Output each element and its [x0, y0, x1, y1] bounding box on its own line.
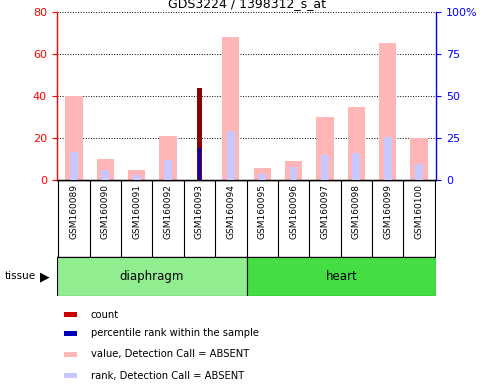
- Text: value, Detection Call = ABSENT: value, Detection Call = ABSENT: [91, 349, 249, 359]
- Bar: [321, 155, 329, 180]
- Text: GSM160091: GSM160091: [132, 184, 141, 239]
- Bar: [415, 164, 423, 180]
- Bar: [159, 136, 176, 180]
- Bar: [253, 168, 271, 180]
- Bar: [64, 373, 77, 378]
- Text: GSM160089: GSM160089: [70, 184, 78, 239]
- Bar: [65, 96, 83, 180]
- Text: rank, Detection Call = ABSENT: rank, Detection Call = ABSENT: [91, 371, 244, 381]
- Bar: [197, 88, 202, 180]
- Bar: [64, 352, 77, 357]
- Text: heart: heart: [325, 270, 357, 283]
- Bar: [258, 174, 266, 180]
- Text: GSM160095: GSM160095: [258, 184, 267, 239]
- Bar: [379, 43, 396, 180]
- Text: GSM160090: GSM160090: [101, 184, 110, 239]
- Text: percentile rank within the sample: percentile rank within the sample: [91, 328, 259, 338]
- Bar: [348, 107, 365, 180]
- Bar: [164, 160, 172, 180]
- Bar: [222, 37, 240, 180]
- Text: GSM160096: GSM160096: [289, 184, 298, 239]
- Bar: [64, 331, 77, 336]
- Bar: [102, 170, 109, 180]
- Text: GSM160093: GSM160093: [195, 184, 204, 239]
- Bar: [410, 138, 427, 180]
- Bar: [290, 167, 297, 180]
- Bar: [64, 313, 77, 317]
- Text: count: count: [91, 310, 119, 320]
- Text: GSM160097: GSM160097: [320, 184, 329, 239]
- Bar: [317, 117, 334, 180]
- Bar: [57, 257, 246, 296]
- Text: diaphragm: diaphragm: [119, 270, 184, 283]
- Bar: [133, 175, 141, 180]
- Bar: [352, 154, 360, 180]
- Bar: [384, 137, 391, 180]
- Title: GDS3224 / 1398312_s_at: GDS3224 / 1398312_s_at: [168, 0, 325, 10]
- Bar: [246, 257, 436, 296]
- Text: GSM160092: GSM160092: [164, 184, 173, 239]
- Text: GSM160100: GSM160100: [415, 184, 423, 239]
- Text: tissue: tissue: [5, 271, 36, 281]
- Bar: [97, 159, 114, 180]
- Text: GSM160098: GSM160098: [352, 184, 361, 239]
- Text: GSM160099: GSM160099: [383, 184, 392, 239]
- Text: ▶: ▶: [40, 270, 50, 283]
- Bar: [227, 131, 235, 180]
- Text: GSM160094: GSM160094: [226, 184, 235, 239]
- Bar: [128, 170, 145, 180]
- Bar: [198, 148, 201, 180]
- Bar: [285, 161, 302, 180]
- Bar: [70, 152, 78, 180]
